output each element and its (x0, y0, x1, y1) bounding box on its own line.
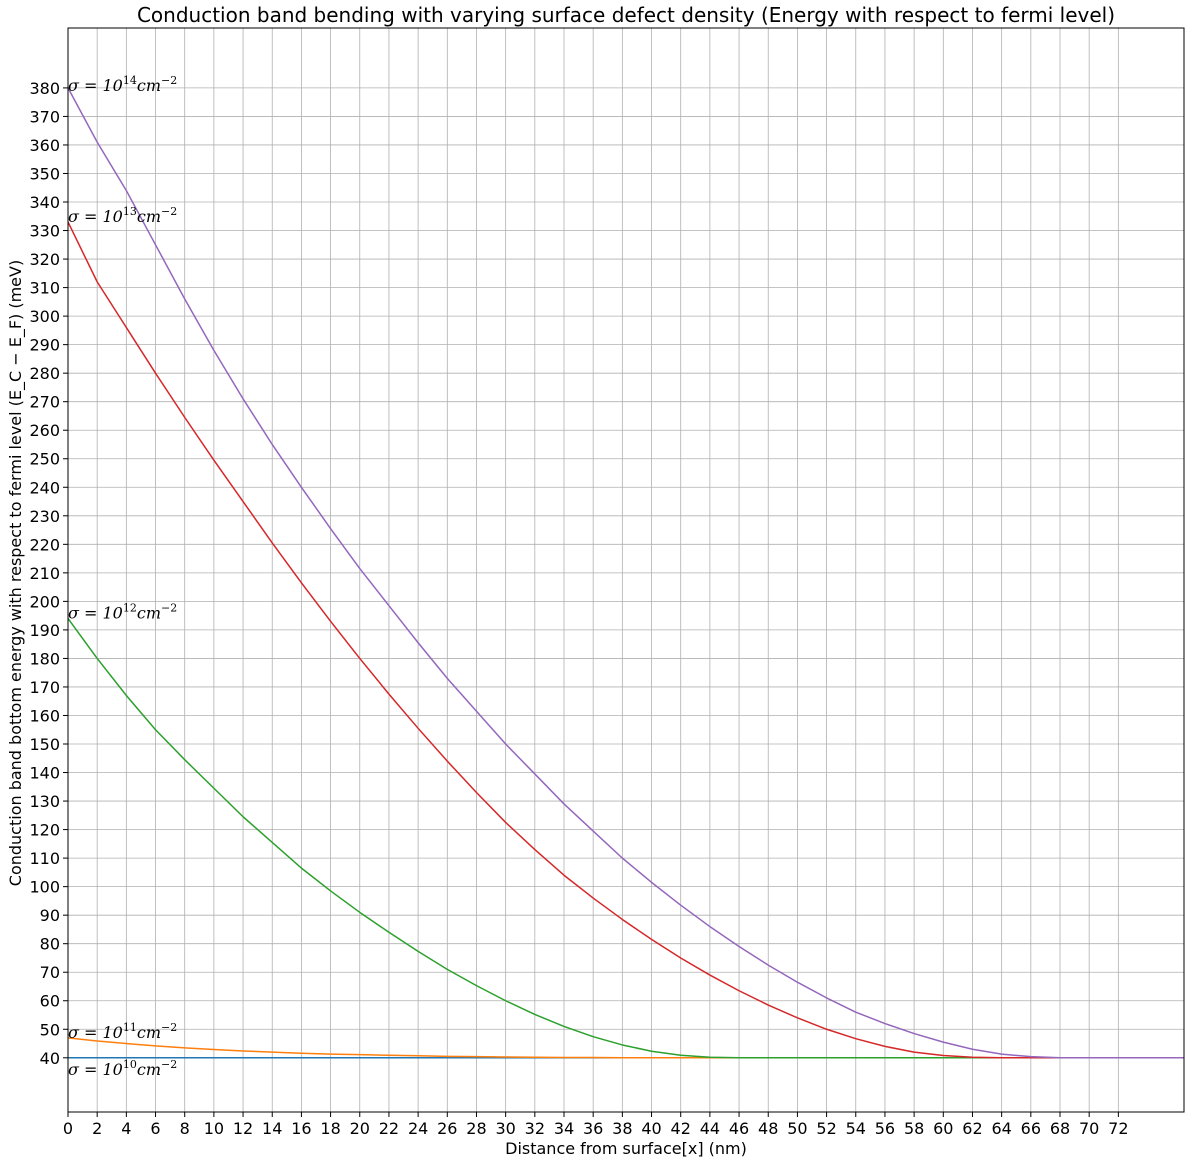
y-tick-label: 240 (29, 478, 60, 497)
x-tick-label: 10 (204, 1119, 224, 1138)
plot-frame (67, 27, 1185, 1113)
y-tick-label: 160 (29, 706, 60, 725)
y-tick-label: 200 (29, 592, 60, 611)
x-tick-label: 30 (495, 1119, 515, 1138)
x-tick-label: 8 (180, 1119, 190, 1138)
x-tick-label: 48 (758, 1119, 778, 1138)
y-tick-label: 100 (29, 878, 60, 897)
y-tick-label: 120 (29, 821, 60, 840)
y-tick-label: 350 (29, 164, 60, 183)
x-tick-label: 4 (121, 1119, 131, 1138)
y-tick-label: 330 (29, 222, 60, 241)
x-tick-label: 22 (379, 1119, 399, 1138)
y-tick-label: 170 (29, 678, 60, 697)
x-tick-label: 12 (233, 1119, 253, 1138)
y-tick-label: 300 (29, 307, 60, 326)
x-tick-label: 52 (816, 1119, 836, 1138)
x-tick-label: 56 (875, 1119, 895, 1138)
y-tick-label: 50 (40, 1020, 60, 1039)
x-tick-label: 14 (262, 1119, 282, 1138)
x-tick-label: 6 (150, 1119, 160, 1138)
x-tick-label: 42 (671, 1119, 691, 1138)
y-tick-label: 290 (29, 336, 60, 355)
series-lines (67, 87, 1184, 1059)
x-tick-label: 60 (933, 1119, 953, 1138)
y-tick-label: 150 (29, 735, 60, 754)
y-tick-label: 80 (40, 935, 60, 954)
y-axis-ticks: 40 50 60 70 80 90 100 110 120 130 140 150 160 170 180 1… (29, 79, 68, 1068)
x-tick-label: 46 (729, 1119, 749, 1138)
y-tick-label: 280 (29, 364, 60, 383)
y-tick-label: 190 (29, 621, 60, 640)
x-tick-label: 28 (466, 1119, 486, 1138)
x-axis-ticks: 0 2 4 6 8 10 12 14 16 18 20 22 24 26 28 30 32 34 36 38 40 42 4… (63, 1112, 1129, 1138)
chart-title: Conduction band bending with varying sur… (137, 3, 1115, 27)
y-tick-label: 140 (29, 764, 60, 783)
y-tick-label: 250 (29, 450, 60, 469)
x-tick-label: 20 (350, 1119, 370, 1138)
y-tick-label: 110 (29, 849, 60, 868)
x-tick-label: 32 (525, 1119, 545, 1138)
x-tick-label: 16 (291, 1119, 311, 1138)
x-tick-label: 70 (1079, 1119, 1099, 1138)
y-axis-label: Conduction band bottom energy with respe… (6, 260, 26, 886)
x-tick-label: 36 (583, 1119, 603, 1138)
x-tick-label: 68 (1050, 1119, 1070, 1138)
x-tick-label: 44 (700, 1119, 720, 1138)
x-tick-label: 64 (991, 1119, 1011, 1138)
series-line-2 (67, 618, 1184, 1059)
x-tick-label: 38 (612, 1119, 632, 1138)
y-tick-label: 310 (29, 279, 60, 298)
y-tick-label: 230 (29, 507, 60, 526)
y-tick-label: 320 (29, 250, 60, 269)
x-tick-label: 34 (554, 1119, 574, 1138)
x-tick-label: 26 (437, 1119, 457, 1138)
y-tick-label: 40 (40, 1049, 60, 1068)
y-tick-label: 130 (29, 792, 60, 811)
x-tick-label: 54 (846, 1119, 866, 1138)
series-annotation-2: σ = 1012cm−2 (68, 601, 177, 622)
x-tick-label: 62 (962, 1119, 982, 1138)
y-tick-label: 270 (29, 393, 60, 412)
series-annotations: σ = 1014cm−2 σ = 1013cm−2 σ = 1012cm−2 σ = … (68, 74, 177, 1079)
x-tick-label: 40 (641, 1119, 661, 1138)
y-tick-label: 260 (29, 421, 60, 440)
grid-lines (67, 28, 1184, 1112)
x-tick-label: 66 (1021, 1119, 1041, 1138)
series-line-4 (67, 87, 1184, 1059)
series-annotation-1: σ = 1013cm−2 (68, 205, 177, 226)
series-annotation-4: σ = 1010cm−2 (68, 1058, 177, 1079)
y-tick-label: 90 (40, 906, 60, 925)
x-tick-label: 18 (320, 1119, 340, 1138)
series-line-3 (67, 221, 1184, 1059)
x-tick-label: 50 (787, 1119, 807, 1138)
y-tick-label: 180 (29, 649, 60, 668)
y-tick-label: 380 (29, 79, 60, 98)
x-tick-label: 0 (63, 1119, 73, 1138)
y-tick-label: 370 (29, 107, 60, 126)
x-tick-label: 24 (408, 1119, 428, 1138)
y-tick-label: 70 (40, 963, 60, 982)
y-tick-label: 60 (40, 992, 60, 1011)
x-axis-label: Distance from surface[x] (nm) (505, 1139, 747, 1158)
series-annotation-3: σ = 1011cm−2 (68, 1021, 177, 1042)
x-tick-label: 72 (1108, 1119, 1128, 1138)
x-tick-label: 58 (904, 1119, 924, 1138)
y-tick-label: 340 (29, 193, 60, 212)
y-tick-label: 210 (29, 564, 60, 583)
x-tick-label: 2 (92, 1119, 102, 1138)
y-tick-label: 220 (29, 535, 60, 554)
series-annotation-0: σ = 1014cm−2 (68, 74, 177, 95)
y-tick-label: 360 (29, 136, 60, 155)
